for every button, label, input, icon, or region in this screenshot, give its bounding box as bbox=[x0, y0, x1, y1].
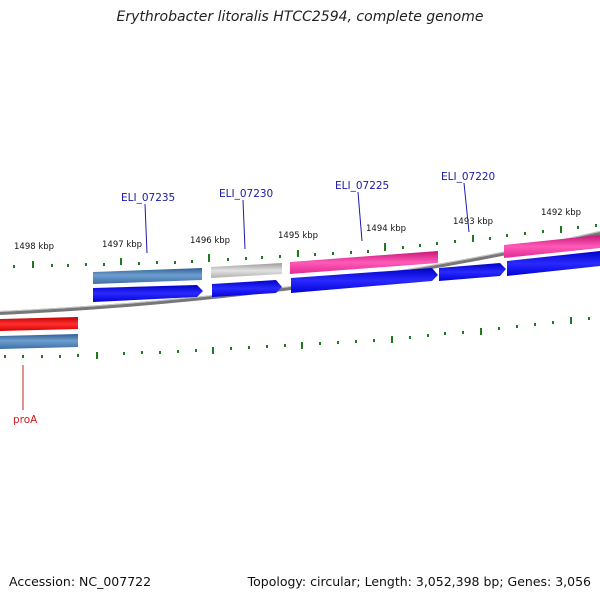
kbp-label-1493: 1493 kbp bbox=[453, 217, 493, 227]
kbp-label-1498: 1498 kbp bbox=[14, 242, 54, 252]
kbp-label-1494: 1494 kbp bbox=[366, 224, 406, 234]
kbp-label-1496: 1496 kbp bbox=[190, 236, 230, 246]
cds-arrow-eli07230[interactable] bbox=[212, 280, 282, 297]
accession-label: Accession: NC_007722 bbox=[9, 574, 152, 589]
callout-line-eli07225 bbox=[357, 191, 363, 242]
gene-label-proa[interactable]: proA bbox=[13, 414, 38, 426]
callout-line-eli07235 bbox=[144, 203, 148, 254]
kbp-label-1495: 1495 kbp bbox=[278, 231, 318, 241]
genome-summary: Topology: circular; Length: 3,052,398 bp… bbox=[247, 574, 591, 589]
outer-tick-marks bbox=[13, 224, 597, 268]
callout-line-eli07230 bbox=[242, 199, 246, 250]
cds-arrow-eli07235[interactable] bbox=[93, 285, 203, 302]
inner-tick-marks bbox=[4, 317, 590, 359]
gene-label-eli07230[interactable]: ELI_07230 bbox=[219, 188, 273, 200]
kbp-label-1492: 1492 kbp bbox=[541, 208, 581, 218]
gene-block-eli07215[interactable] bbox=[504, 235, 600, 258]
gene-block-eli07230[interactable] bbox=[211, 263, 282, 278]
gene-label-eli07220[interactable]: ELI_07220 bbox=[441, 171, 495, 183]
gene-block-eli07235[interactable] bbox=[93, 268, 202, 284]
genome-title: Erythrobacter litoralis HTCC2594, comple… bbox=[116, 9, 484, 25]
gene-block-eli07225[interactable] bbox=[290, 251, 438, 274]
gene-label-eli07235[interactable]: ELI_07235 bbox=[121, 192, 175, 204]
gene-block-proa[interactable] bbox=[0, 317, 78, 331]
callout-line-eli07220 bbox=[463, 182, 470, 233]
kbp-label-1497: 1497 kbp bbox=[102, 240, 142, 250]
cds-arrow-eli07220[interactable] bbox=[439, 263, 506, 281]
cds-arrow-eli07225[interactable] bbox=[291, 268, 438, 293]
gene-label-eli07225[interactable]: ELI_07225 bbox=[335, 180, 389, 192]
cds-arrow-eli07215[interactable] bbox=[507, 251, 600, 276]
cds-block-proa[interactable] bbox=[0, 334, 78, 349]
